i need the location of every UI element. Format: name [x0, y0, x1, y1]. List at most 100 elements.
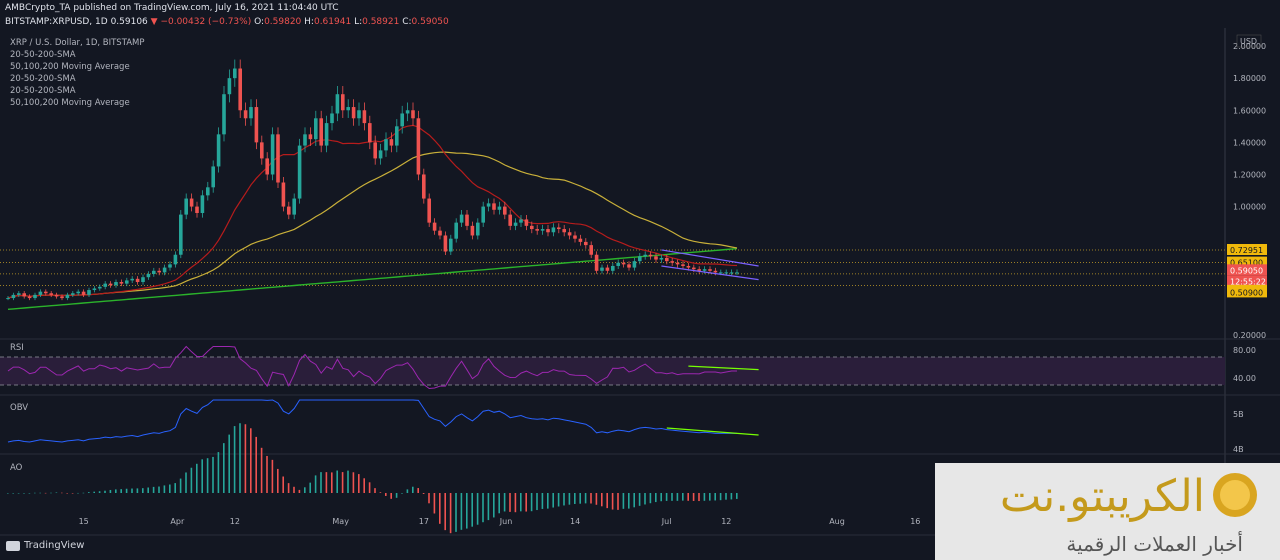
candle	[292, 193, 296, 220]
ao-bar	[466, 493, 468, 529]
candle-body	[44, 291, 48, 294]
candle	[459, 210, 464, 227]
ao-bar	[266, 455, 268, 493]
symbol-label[interactable]: BITSTAMP:XRPUSD, 1D	[5, 17, 108, 27]
candle	[297, 138, 302, 204]
candle	[81, 289, 86, 298]
ao-bar	[395, 493, 398, 498]
candle-body	[422, 174, 426, 199]
price-label-box	[1227, 264, 1267, 276]
candle	[314, 110, 318, 146]
ao-bar	[563, 493, 565, 506]
candle	[670, 257, 674, 266]
ao-bar	[633, 493, 635, 508]
candle	[249, 99, 253, 126]
candle-body	[297, 145, 302, 199]
ao-bar	[39, 492, 41, 494]
candle	[432, 218, 437, 235]
ao-bar	[223, 443, 225, 493]
candle-body	[249, 107, 253, 119]
candle-body	[562, 229, 566, 233]
price-tick-label: 1.80000	[1233, 74, 1266, 83]
price-label: 0.50900	[1230, 288, 1263, 297]
candle-body	[22, 293, 26, 297]
candle	[222, 86, 226, 142]
candle-body	[184, 198, 188, 215]
candle-body	[708, 269, 712, 271]
price-tick-label: 1.00000	[1233, 203, 1266, 212]
ao-bar	[185, 472, 187, 493]
candle	[22, 291, 26, 299]
ao-bar	[655, 493, 657, 503]
price-tick-label: 0.20000	[1233, 331, 1266, 340]
candle	[589, 241, 593, 259]
ao-bar	[115, 489, 117, 493]
candle	[427, 193, 431, 227]
candle	[681, 261, 685, 270]
rsi-tick-label: 80.00	[1233, 346, 1256, 355]
ao-bar	[331, 472, 333, 493]
candle-body	[621, 262, 626, 265]
ao-bar	[61, 492, 63, 494]
price-label: 0.65100	[1230, 259, 1263, 268]
price-change: ▼ −0.00432 (−0.73%)	[150, 17, 252, 27]
candle-body	[600, 267, 604, 271]
candle-body	[432, 222, 437, 231]
ao-bar	[385, 493, 387, 496]
candle	[503, 201, 507, 220]
candle-body	[443, 235, 448, 252]
x-tick-label: May	[332, 517, 349, 526]
obv-tick-label: 4B	[1233, 445, 1244, 454]
ao-bar	[692, 493, 695, 501]
ao-bar	[595, 493, 598, 505]
candle	[395, 119, 399, 153]
ao-bar	[493, 493, 495, 518]
candle	[233, 59, 237, 87]
candle-body	[49, 293, 53, 295]
candle-body	[594, 254, 599, 271]
ao-bar	[611, 493, 614, 510]
ao-bar	[476, 493, 479, 525]
candle-body	[459, 214, 464, 223]
candle-body	[729, 272, 734, 274]
candle	[492, 198, 496, 215]
candle-body	[681, 264, 685, 266]
legend-entry: 50,100,200 Moving Average	[10, 98, 130, 108]
candle	[119, 279, 124, 287]
candle	[38, 289, 43, 298]
candle	[648, 251, 653, 260]
candle-body	[416, 118, 421, 175]
rsi-band	[0, 357, 1225, 385]
price-label-box	[1227, 275, 1267, 287]
price-tick-label: 1.60000	[1233, 106, 1266, 115]
publish-info: AMBCrypto_TA published on TradingView.co…	[5, 3, 339, 13]
candle-body	[513, 222, 518, 226]
ao-bar	[714, 493, 716, 501]
candle-body	[152, 270, 156, 274]
ao-bar	[320, 472, 322, 493]
candle-body	[108, 283, 113, 286]
sma-200-line	[7, 247, 738, 310]
ao-bar	[606, 493, 608, 509]
x-tick-label: 15	[79, 517, 89, 526]
candle-body	[692, 267, 696, 270]
candle-body	[638, 256, 642, 262]
ao-bar	[131, 488, 133, 493]
candle-body	[308, 134, 313, 140]
candle-body	[287, 206, 291, 215]
candle-body	[357, 110, 361, 119]
tradingview-footer[interactable]: TradingView	[6, 540, 84, 551]
ao-bar	[44, 492, 47, 494]
ao-bar	[352, 472, 355, 493]
ao-title: AO	[10, 463, 23, 473]
candle	[65, 292, 70, 301]
ao-bar	[66, 493, 68, 494]
candle-body	[238, 68, 242, 111]
candle-body	[168, 264, 172, 268]
x-tick-label: 16	[910, 517, 920, 526]
candle-body	[713, 270, 718, 273]
x-tick-label: Jul	[661, 517, 672, 526]
candle	[449, 234, 453, 255]
ao-bar	[601, 493, 603, 507]
